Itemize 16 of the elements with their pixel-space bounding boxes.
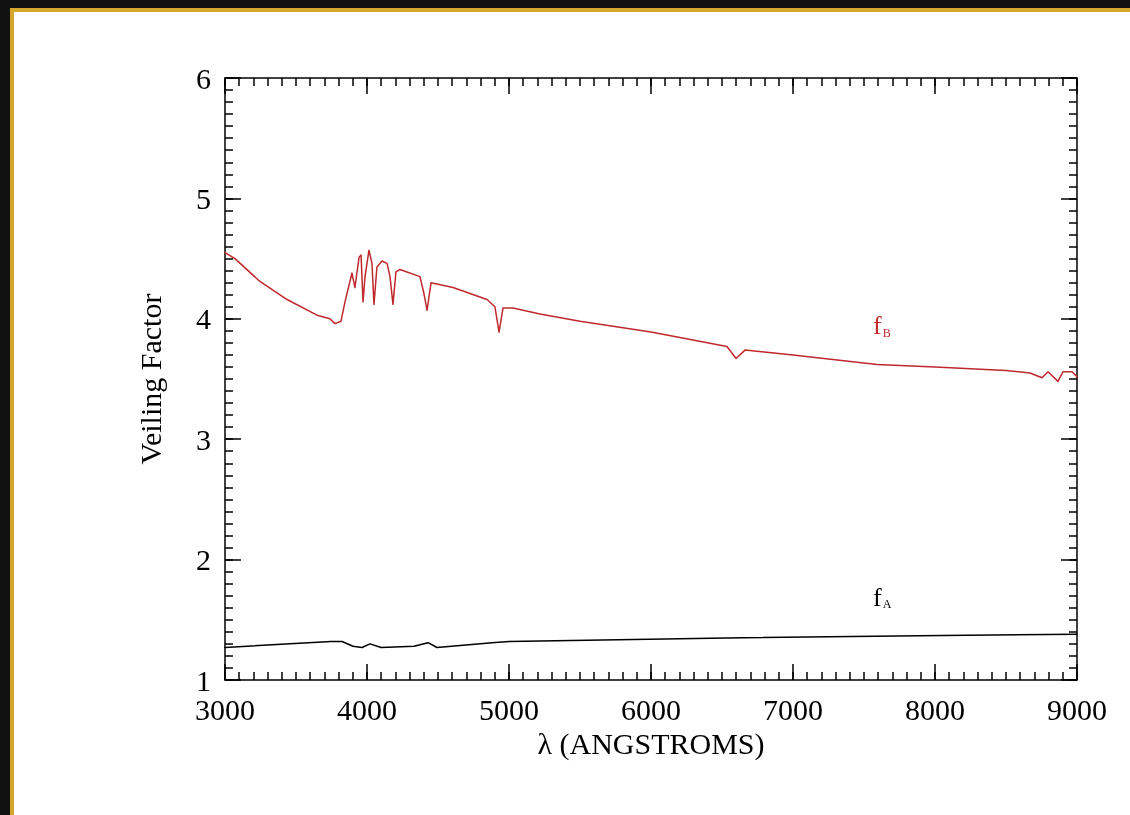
- series-label: fA: [873, 582, 892, 612]
- y-tick-label: 3: [196, 422, 211, 456]
- x-axis-title: λ (ANGSTROMS): [537, 727, 765, 762]
- y-tick-label: 2: [196, 543, 211, 577]
- y-axis-title: Veiling Factor: [133, 293, 167, 465]
- line-series: [224, 249, 1078, 383]
- x-tick-label: 6000: [621, 692, 681, 726]
- series-label: fB: [873, 311, 891, 341]
- x-tick-label: 7000: [763, 692, 823, 726]
- x-tick-label: 5000: [479, 692, 539, 726]
- y-tick-label: 6: [196, 61, 211, 95]
- x-tick-label: 4000: [337, 692, 397, 726]
- x-tick-label: 8000: [905, 692, 965, 726]
- y-tick-label: 4: [196, 302, 211, 336]
- y-tick-label: 5: [196, 181, 211, 215]
- x-tick-label: 9000: [1047, 692, 1107, 726]
